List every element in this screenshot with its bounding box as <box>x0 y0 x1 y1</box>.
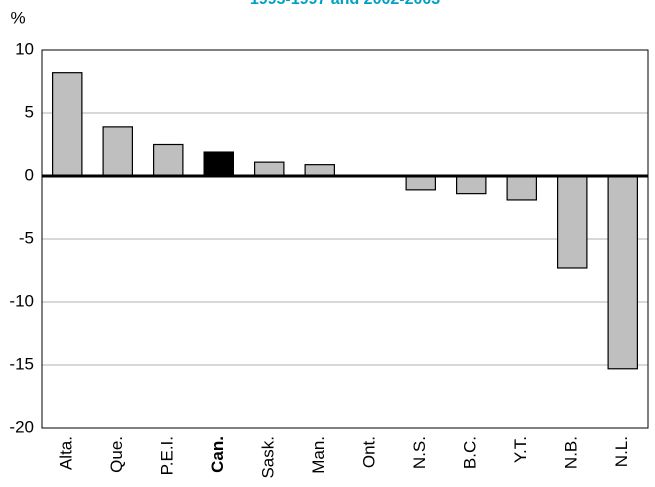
y-tick-label: 10 <box>15 39 34 58</box>
bar <box>506 175 537 201</box>
plot-frame <box>41 49 649 429</box>
y-tick-label: -5 <box>19 228 34 247</box>
x-tick-label: N.S. <box>410 436 429 469</box>
x-tick-label: Sask. <box>259 436 278 479</box>
bar <box>456 175 487 195</box>
bar <box>557 175 588 269</box>
bar <box>254 161 285 177</box>
chart-subtitle: 1995-1997 and 2002-2003 <box>250 0 440 8</box>
x-tick-label: N.B. <box>562 436 581 469</box>
bar <box>203 151 234 177</box>
y-axis-label: % <box>10 8 25 27</box>
x-tick-label: Alta. <box>57 436 76 470</box>
x-tick-label: P.E.I. <box>158 436 177 475</box>
x-tick-label: Can. <box>208 436 227 473</box>
x-tick-label: Y.T. <box>511 436 530 463</box>
y-tick-label: -20 <box>9 417 34 436</box>
y-tick-label: 5 <box>25 102 34 121</box>
bar <box>52 72 83 177</box>
y-tick-label: -10 <box>9 291 34 310</box>
y-tick-label: 0 <box>25 165 34 184</box>
x-tick-label: Que. <box>107 436 126 473</box>
x-tick-label: Ont. <box>360 436 379 468</box>
bar <box>102 126 133 177</box>
y-tick-label: -15 <box>9 354 34 373</box>
bar <box>153 143 184 177</box>
x-tick-label: Man. <box>309 436 328 474</box>
bar <box>304 164 335 177</box>
bar <box>607 175 638 370</box>
x-tick-label: N.L. <box>612 436 631 467</box>
bar <box>405 175 436 191</box>
x-tick-label: B.C. <box>461 436 480 469</box>
